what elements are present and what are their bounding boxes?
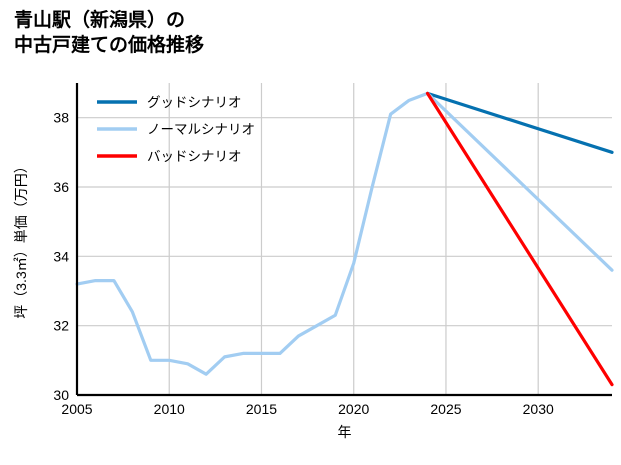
axis-lines-group xyxy=(75,83,612,397)
y-axis-title: 坪（3.3㎡）単価（万円） xyxy=(13,159,29,318)
series-line xyxy=(425,91,614,387)
y-tick-label: 36 xyxy=(53,179,69,195)
gridlines-group xyxy=(77,83,612,396)
x-axis-title: 年 xyxy=(338,424,352,440)
y-tick-label: 32 xyxy=(53,318,69,334)
y-tick-labels-group: 30 32 34 36 38 xyxy=(53,110,69,403)
series-line xyxy=(425,91,614,154)
x-tick-label: 2030 xyxy=(523,401,554,417)
y-tick-label: 34 xyxy=(53,248,69,264)
x-tick-label: 2020 xyxy=(338,401,369,417)
chart-title: 青山駅（新潟県）の 中古戸建ての価格推移 xyxy=(14,8,494,58)
chart-title-line-1: 青山駅（新潟県）の xyxy=(14,10,186,31)
x-tick-label: 2005 xyxy=(61,401,92,417)
legend-label: グッドシナリオ xyxy=(147,95,242,110)
series-line xyxy=(75,91,614,376)
legend-label: バッドシナリオ xyxy=(147,149,242,164)
legend-label: ノーマルシナリオ xyxy=(147,122,255,137)
chart-title-line-2: 中古戸建ての価格推移 xyxy=(14,35,205,56)
y-tick-label: 38 xyxy=(53,110,69,126)
series-group xyxy=(75,91,614,387)
y-tick-label: 30 xyxy=(53,387,69,403)
x-tick-label: 2010 xyxy=(154,401,185,417)
x-tick-label: 2015 xyxy=(246,401,277,417)
x-tick-labels-group: 2005 2010 2015 2020 2025 2030 xyxy=(61,401,554,417)
x-tick-label: 2025 xyxy=(430,401,461,417)
